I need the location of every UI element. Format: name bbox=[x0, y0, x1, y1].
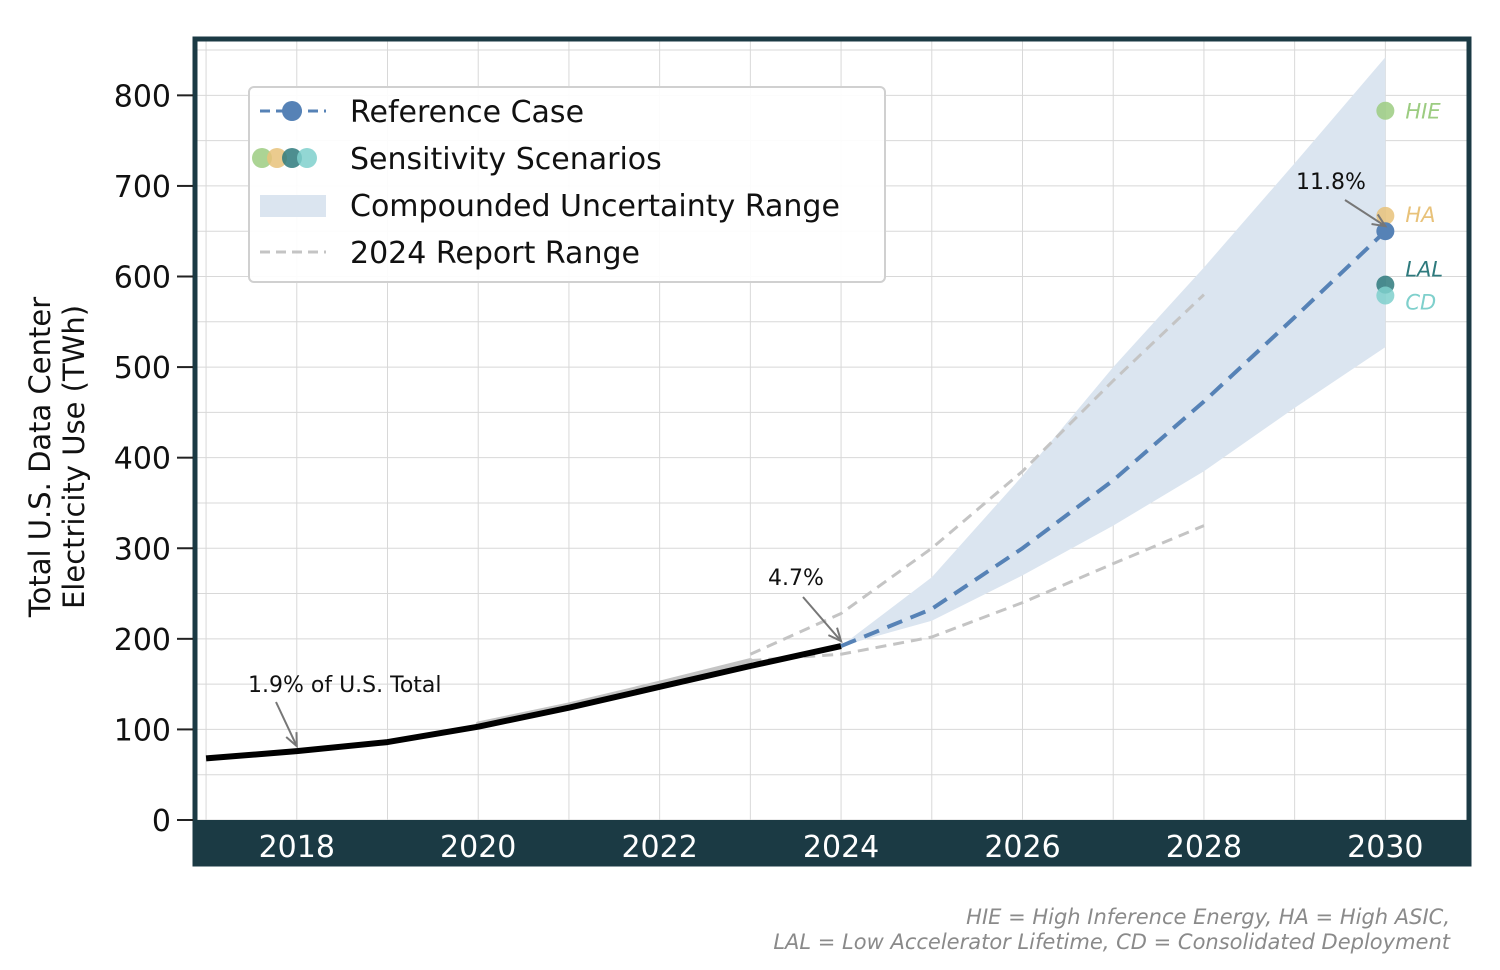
y-tick-label: 400 bbox=[114, 442, 171, 477]
y-tick-label: 0 bbox=[152, 804, 171, 839]
y-axis-label-line: Electricity Use (TWh) bbox=[57, 305, 91, 609]
annotation-label: 11.8% bbox=[1296, 170, 1366, 195]
annotation-arrow-line bbox=[275, 701, 298, 747]
scenario-point-hie bbox=[1376, 101, 1395, 120]
y-tick-label: 700 bbox=[114, 170, 171, 205]
y-tick-label: 300 bbox=[114, 532, 171, 567]
annotation-label: 4.7% bbox=[768, 566, 824, 591]
legend-uncertainty-label: Compounded Uncertainty Range bbox=[350, 189, 840, 224]
uncertainty-band bbox=[841, 57, 1386, 647]
x-tick-label: 2022 bbox=[621, 830, 697, 865]
legend-box bbox=[248, 86, 886, 283]
y-tick-label: 100 bbox=[114, 713, 171, 748]
legend-reference-marker bbox=[282, 101, 302, 121]
x-tick-label: 2026 bbox=[984, 830, 1060, 865]
plot-layers bbox=[205, 57, 1387, 762]
legend-sensitivity-marker bbox=[252, 148, 272, 168]
y-tick-label: 600 bbox=[114, 261, 171, 296]
legend-report-range-label: 2024 Report Range bbox=[350, 236, 640, 271]
legend-sensitivity-label: Sensitivity Scenarios bbox=[350, 142, 662, 177]
x-axis-band bbox=[193, 820, 1471, 866]
annotation-arrow-head bbox=[827, 627, 843, 643]
reference-case-line bbox=[840, 229, 1387, 648]
reference-case-end-marker bbox=[1376, 222, 1395, 241]
y-axis-label: Total U.S. Data Center Electricity Use (T… bbox=[23, 297, 91, 618]
y-tick-label: 500 bbox=[114, 351, 171, 386]
historical-line bbox=[205, 643, 842, 762]
footnote-line-2: LAL = Low Accelerator Lifetime, CD = Con… bbox=[773, 930, 1450, 954]
legend-sensitivity-marker bbox=[297, 148, 317, 168]
annotation-label: 1.9% of U.S. Total bbox=[248, 673, 442, 698]
scenario-label-ha: HA bbox=[1405, 203, 1435, 227]
x-tick-label: 2020 bbox=[440, 830, 516, 865]
scenario-label-hie: HIE bbox=[1405, 100, 1441, 124]
y-tick-label: 200 bbox=[114, 623, 171, 658]
x-tick-label: 2024 bbox=[803, 830, 879, 865]
legend-reference-label: Reference Case bbox=[350, 95, 584, 130]
report-range-lower-line bbox=[750, 524, 1205, 663]
x-tick-label: 2028 bbox=[1166, 830, 1242, 865]
annotation-arrow-line bbox=[802, 596, 842, 642]
footnote: HIE = High Inference Energy, HA = High A… bbox=[773, 905, 1450, 955]
y-tick-label: 800 bbox=[114, 79, 171, 114]
legend-sensitivity-marker bbox=[282, 148, 302, 168]
x-tick-label: 2018 bbox=[259, 830, 335, 865]
footnote-line-1: HIE = High Inference Energy, HA = High A… bbox=[966, 905, 1450, 929]
legend-sensitivity-marker bbox=[267, 148, 287, 168]
annotation-arrow-head bbox=[1371, 213, 1388, 228]
scenario-label-lal: LAL bbox=[1405, 258, 1443, 282]
annotation-arrow-line bbox=[1344, 199, 1386, 228]
report-history-line bbox=[475, 658, 753, 727]
x-tick-label: 2030 bbox=[1347, 830, 1423, 865]
report-range-upper-line bbox=[749, 293, 1205, 656]
plot-frame bbox=[192, 36, 1472, 867]
scenario-label-cd: CD bbox=[1405, 291, 1436, 315]
scenario-point-cd bbox=[1376, 286, 1395, 305]
legend-uncertainty-swatch bbox=[260, 195, 326, 217]
y-axis-label-line: Total U.S. Data Center bbox=[23, 297, 57, 618]
legend: Reference Case Sensitivity Scenarios Compo… bbox=[248, 86, 886, 283]
annotation-arrow-head bbox=[285, 732, 298, 749]
